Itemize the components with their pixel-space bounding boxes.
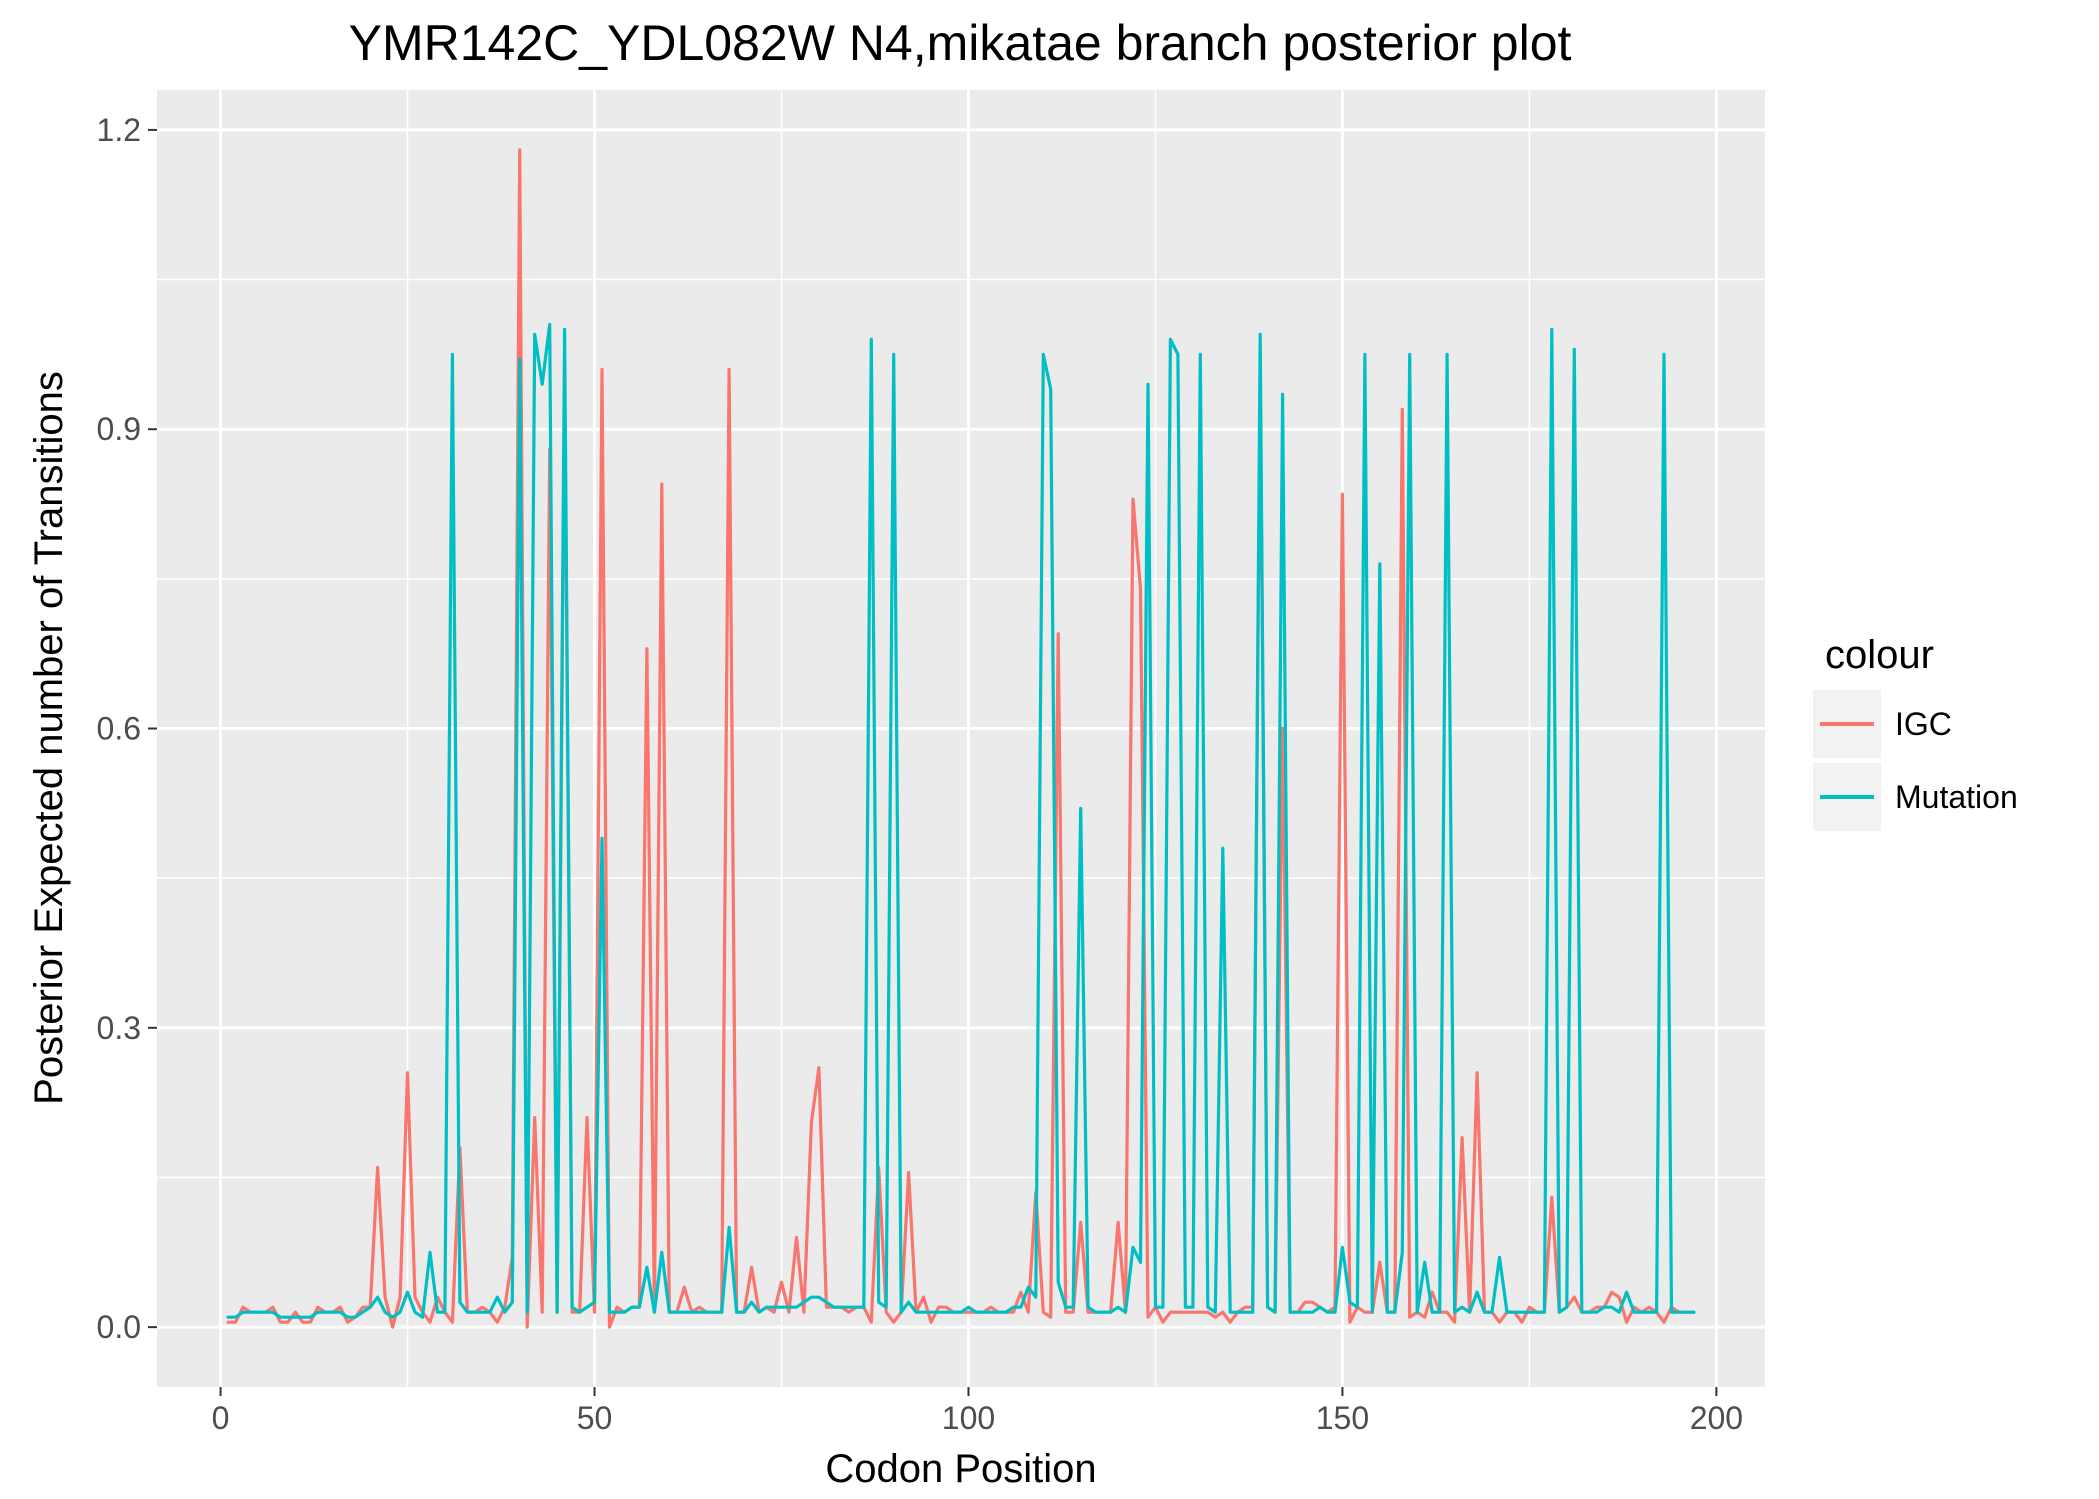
minor-gridlines — [157, 90, 1765, 1387]
legend-title: colour — [1825, 633, 1934, 677]
x-axis: 0 50 100 150 200 — [212, 1387, 1743, 1436]
y-tick-label: 1.2 — [97, 112, 141, 148]
x-tick-label: 200 — [1690, 1400, 1743, 1436]
legend-items: IGC Mutation — [1813, 690, 2018, 831]
plot-panel — [157, 90, 1765, 1387]
x-tick-label: 50 — [577, 1400, 613, 1436]
chart-title: YMR142C_YDL082W N4,mikatae branch poster… — [349, 15, 1572, 71]
x-tick-label: 0 — [212, 1400, 230, 1436]
y-tick-label: 0.9 — [97, 411, 141, 447]
y-axis-title: Posterior Expected number of Transitions — [27, 371, 71, 1105]
x-tick-label: 150 — [1316, 1400, 1369, 1436]
y-tick-label: 0.6 — [97, 711, 141, 747]
legend-label-igc: IGC — [1895, 706, 1952, 742]
y-tick-label: 0.0 — [97, 1309, 141, 1345]
y-axis: 0.0 0.3 0.6 0.9 1.2 — [97, 112, 157, 1345]
legend: colour IGC Mutation — [1813, 633, 2018, 831]
y-tick-label: 0.3 — [97, 1010, 141, 1046]
series-line-mutation — [226, 322, 1696, 1319]
legend-label-mutation: Mutation — [1895, 779, 2018, 815]
x-axis-title: Codon Position — [825, 1447, 1096, 1491]
x-tick-label: 100 — [942, 1400, 995, 1436]
series-lines — [226, 148, 1696, 1329]
